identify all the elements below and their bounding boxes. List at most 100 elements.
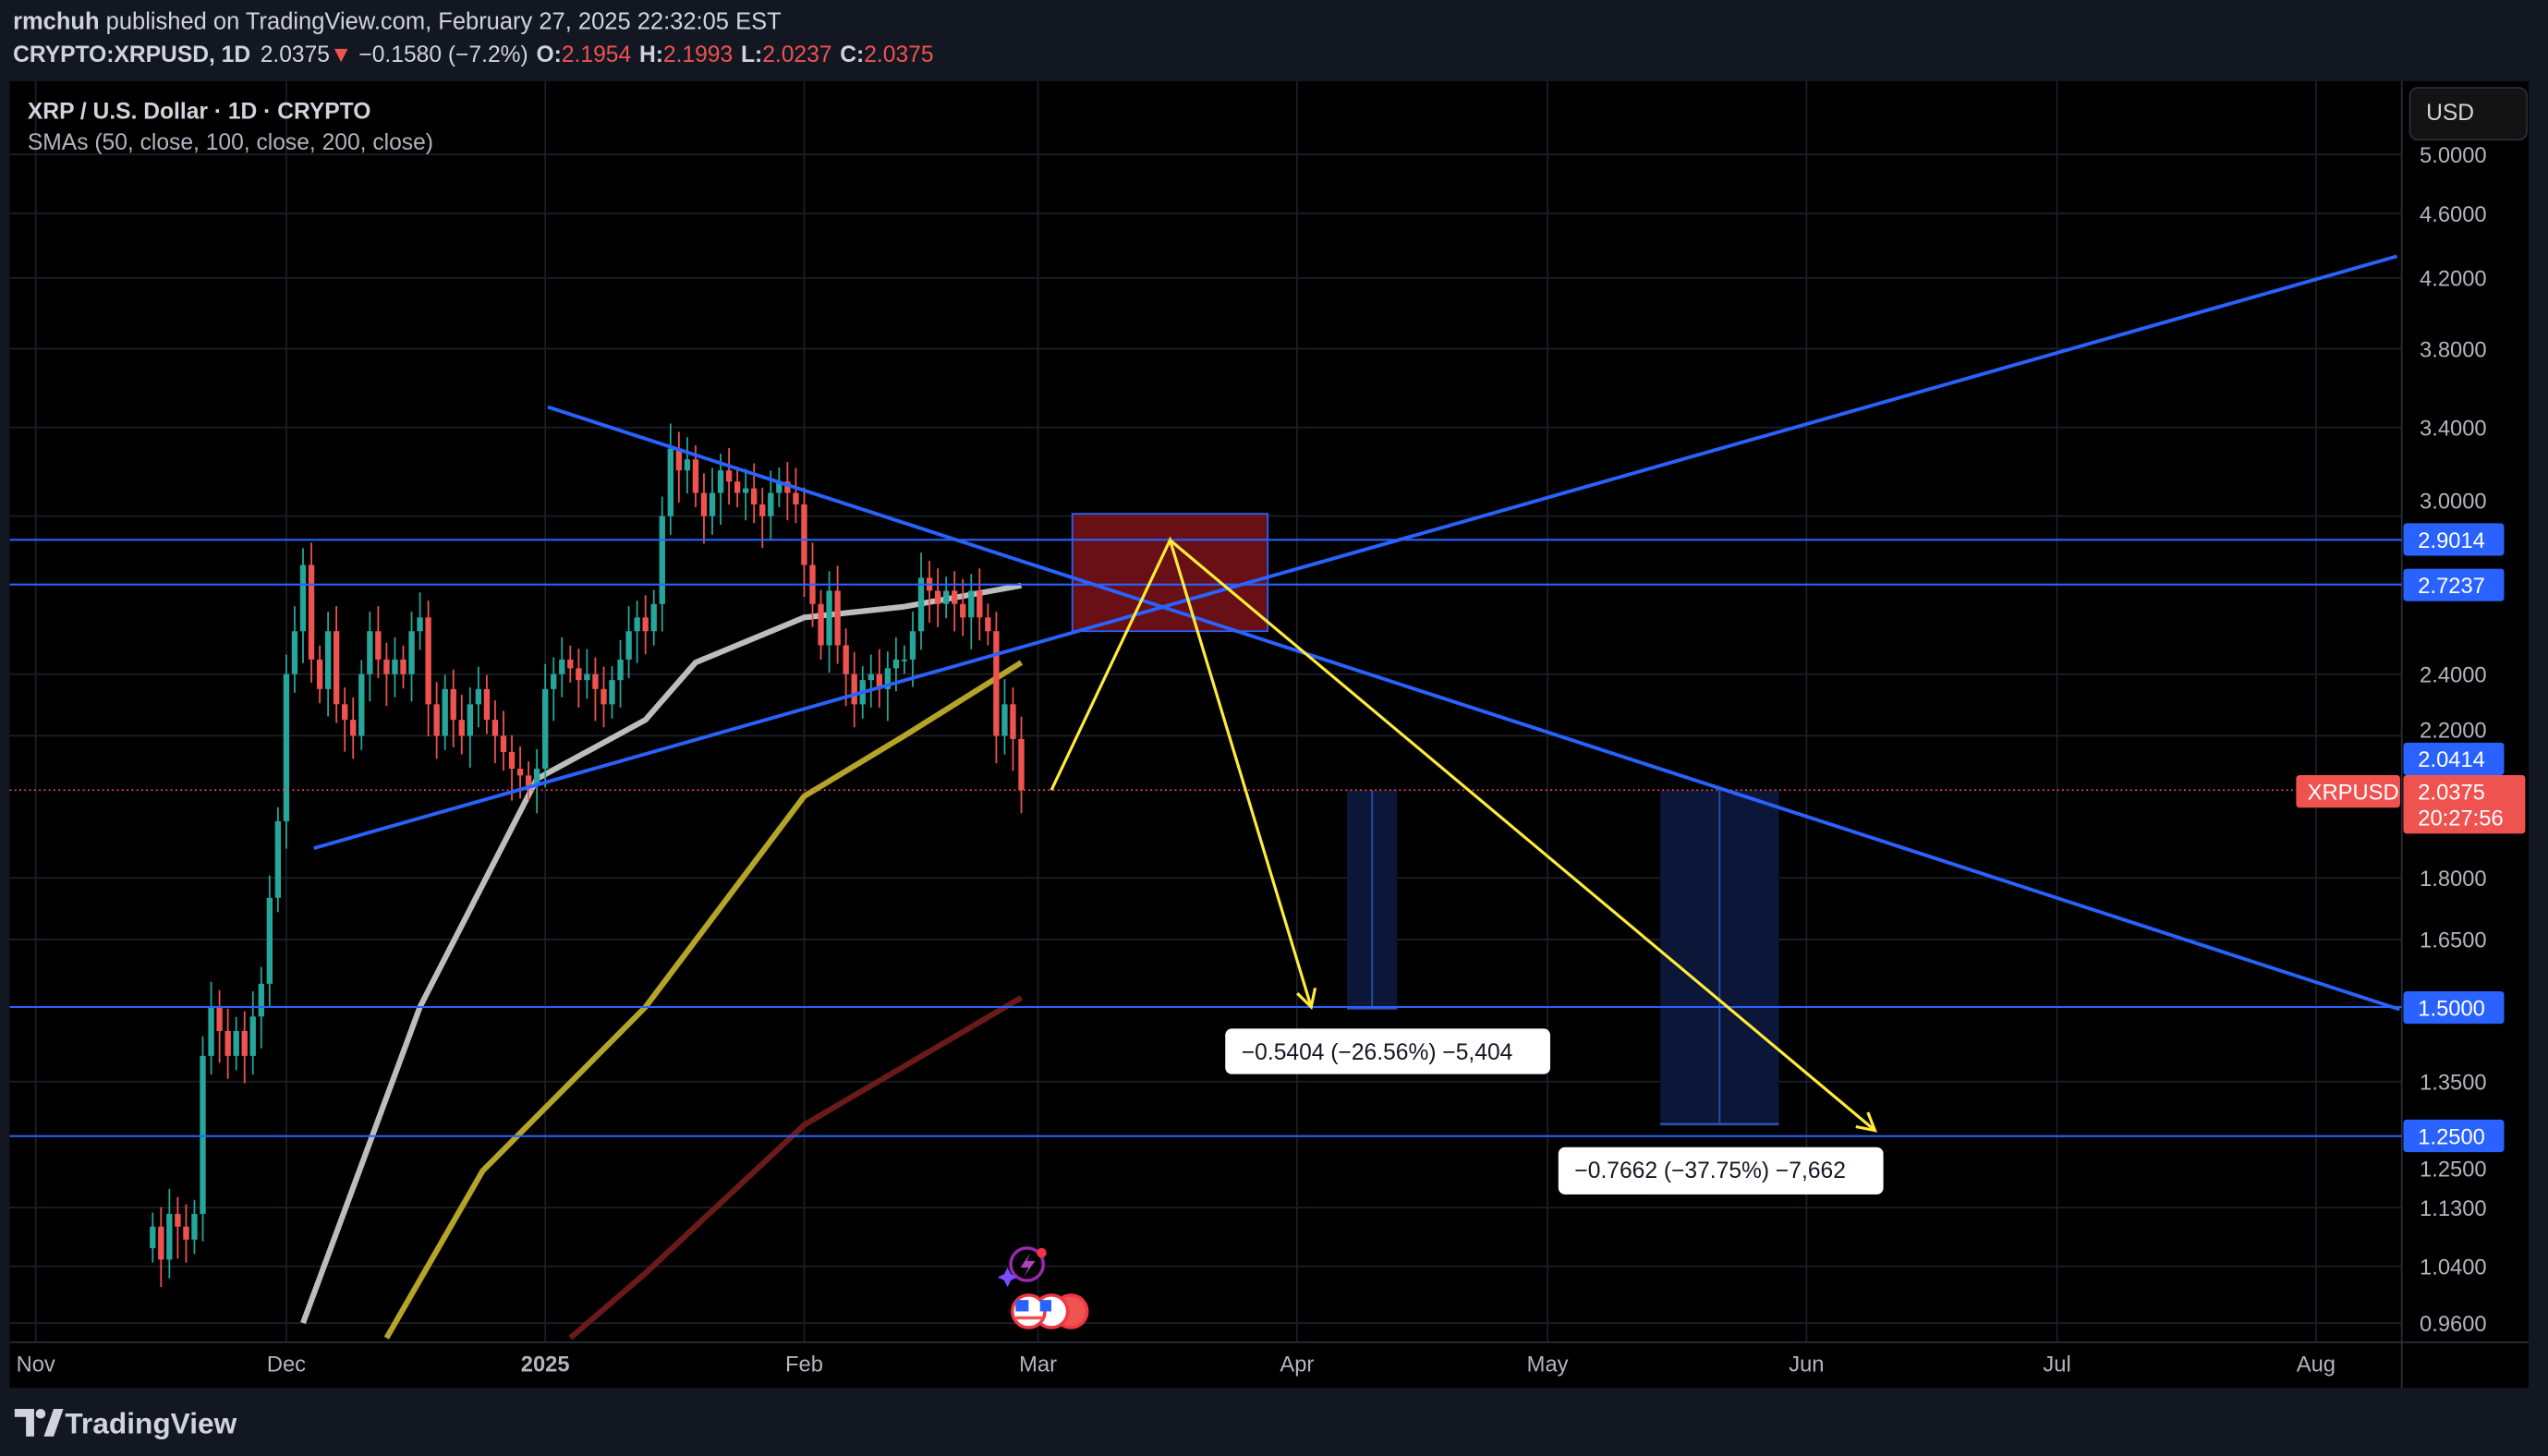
candle-body[interactable] — [917, 577, 925, 632]
candle-body[interactable] — [324, 631, 332, 689]
candle-body[interactable] — [559, 659, 565, 674]
measure-label-2[interactable]: −0.7662 (−37.75%) −7,662 — [1558, 1147, 1884, 1195]
candle-body[interactable] — [208, 1006, 214, 1056]
candle-body[interactable] — [743, 488, 749, 493]
candle-body[interactable] — [1010, 704, 1016, 739]
projection-arrow[interactable] — [1169, 539, 1876, 1132]
candle-body[interactable] — [675, 448, 683, 471]
candle-body[interactable] — [977, 590, 983, 618]
candle-body[interactable] — [609, 680, 615, 705]
candle-body[interactable] — [851, 673, 857, 705]
candle-body[interactable] — [784, 481, 791, 493]
candle-body[interactable] — [500, 735, 507, 753]
candle-body[interactable] — [241, 1030, 248, 1056]
candle-body[interactable] — [258, 983, 264, 1017]
candle-body[interactable] — [467, 704, 473, 736]
candle-body[interactable] — [818, 603, 824, 646]
candle-body[interactable] — [233, 1030, 239, 1056]
candle-body[interactable] — [659, 516, 665, 604]
candle-body[interactable] — [542, 688, 549, 770]
candle-body[interactable] — [475, 688, 482, 705]
candle-body[interactable] — [834, 590, 841, 646]
candle-body[interactable] — [793, 492, 799, 504]
candle-body[interactable] — [342, 704, 348, 721]
candle-body[interactable] — [734, 481, 741, 493]
candle-body[interactable] — [617, 659, 624, 681]
candle-body[interactable] — [968, 590, 975, 618]
time-axis[interactable]: Nov Dec 2025 Feb Mar Apr May Jun Jul Aug — [17, 1353, 2336, 1377]
candle-body[interactable] — [751, 488, 758, 504]
candle-body[interactable] — [483, 688, 491, 721]
trendline-ascending[interactable] — [313, 254, 2398, 850]
candle-body[interactable] — [717, 470, 724, 493]
candle-body[interactable] — [266, 897, 273, 984]
candle-body[interactable] — [942, 590, 950, 604]
candle-body[interactable] — [892, 659, 900, 669]
candle-body[interactable] — [576, 668, 582, 681]
candle-body[interactable] — [634, 617, 640, 632]
candle-body[interactable] — [725, 470, 733, 482]
candle-body[interactable] — [508, 752, 516, 770]
candle-body[interactable] — [158, 1226, 164, 1260]
candle-body[interactable] — [993, 631, 1000, 736]
candle-body[interactable] — [425, 617, 431, 705]
sma-legend[interactable]: SMAs (50, close, 100, close, 200, close) — [28, 130, 433, 155]
candle-body[interactable] — [525, 775, 532, 786]
us-flag-event-icons[interactable] — [1011, 1293, 1089, 1329]
candle-body[interactable] — [650, 603, 657, 632]
measure-label-1[interactable]: −0.5404 (−26.56%) −5,404 — [1225, 1028, 1551, 1074]
candle-body[interactable] — [334, 631, 340, 705]
candle-body[interactable] — [400, 659, 406, 674]
candle-body[interactable] — [768, 492, 774, 516]
candle-body[interactable] — [584, 673, 590, 681]
sma-line-50[interactable] — [300, 582, 1023, 1325]
candle-body[interactable] — [442, 688, 448, 736]
candle-body[interactable] — [909, 631, 916, 660]
candle-body[interactable] — [776, 481, 783, 493]
candle-body[interactable] — [316, 659, 323, 689]
lightning-event-icon[interactable] — [997, 1246, 1047, 1288]
sma-line-200[interactable] — [568, 995, 1024, 1341]
candle-body[interactable] — [308, 564, 315, 660]
candle-body[interactable] — [876, 673, 882, 689]
candle-body[interactable] — [224, 1030, 231, 1056]
candle-body[interactable] — [283, 673, 290, 821]
candle-body[interactable] — [843, 645, 849, 674]
candle-body[interactable] — [358, 673, 365, 736]
chart-pane[interactable] — [9, 80, 2529, 1389]
candle-body[interactable] — [417, 617, 423, 632]
candle-body[interactable] — [625, 631, 632, 660]
candle-body[interactable] — [868, 673, 874, 681]
candle-body[interactable] — [667, 448, 673, 516]
candle-body[interactable] — [249, 1016, 256, 1056]
candle-body[interactable] — [433, 704, 440, 736]
candle-body[interactable] — [934, 590, 941, 604]
candle-body[interactable] — [450, 688, 456, 721]
candle-body[interactable] — [191, 1213, 198, 1240]
candle-body[interactable] — [383, 659, 390, 674]
candle-body[interactable] — [601, 688, 607, 705]
candle-body[interactable] — [299, 564, 307, 632]
candle-body[interactable] — [216, 1006, 223, 1031]
currency-button[interactable]: USD — [2408, 87, 2529, 141]
candle-body[interactable] — [392, 659, 398, 674]
candle-body[interactable] — [801, 504, 807, 565]
candle-body[interactable] — [533, 769, 540, 786]
candle-body[interactable] — [274, 820, 282, 898]
tradingview-logo[interactable]: TradingView — [14, 1406, 237, 1439]
candle-body[interactable] — [175, 1213, 181, 1227]
candle-body[interactable] — [200, 1055, 206, 1214]
candle-body[interactable] — [692, 459, 699, 493]
trendline-descending[interactable] — [547, 405, 2400, 1012]
resistance-zone[interactable] — [1071, 513, 1269, 633]
candle-body[interactable] — [985, 617, 991, 632]
candle-body[interactable] — [291, 631, 298, 674]
candle-body[interactable] — [884, 668, 892, 689]
candle-body[interactable] — [684, 459, 691, 471]
candle-body[interactable] — [759, 504, 766, 516]
sma-line-100[interactable] — [383, 660, 1024, 1340]
candle-body[interactable] — [491, 720, 499, 736]
candle-body[interactable] — [642, 617, 649, 632]
candle-body[interactable] — [952, 590, 958, 604]
candle-body[interactable] — [367, 631, 373, 674]
